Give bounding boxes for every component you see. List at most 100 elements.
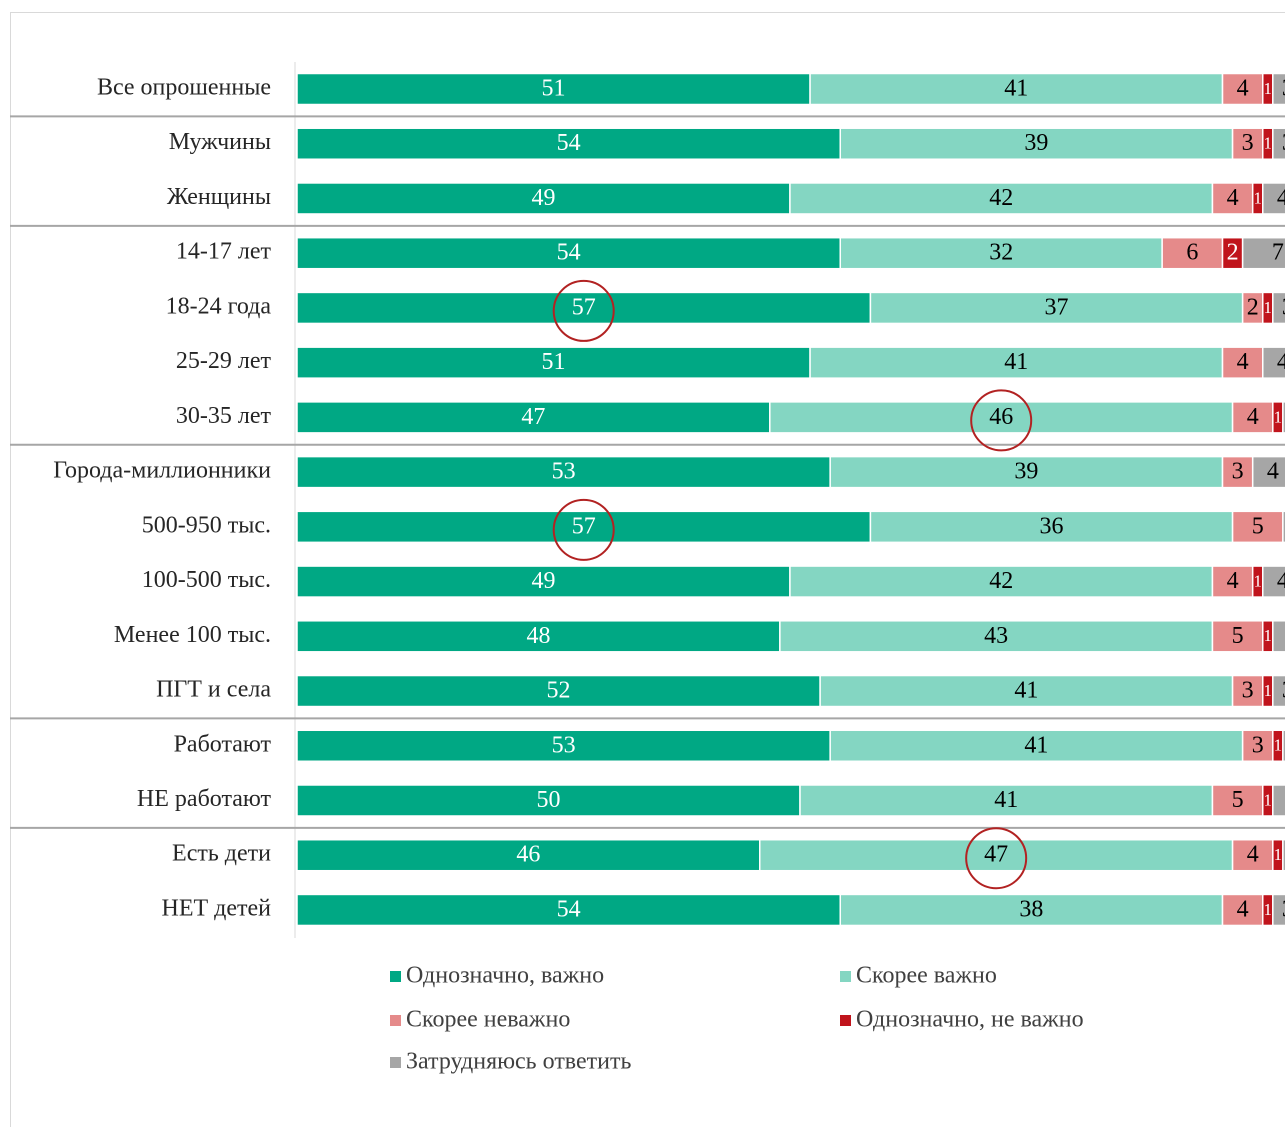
bar-segment bbox=[1262, 565, 1285, 598]
bar-segment bbox=[1231, 127, 1264, 160]
data-label: 5 bbox=[1232, 787, 1244, 813]
highlight-circle bbox=[965, 827, 1028, 890]
data-label: 3 bbox=[1282, 678, 1285, 704]
data-label: 51 bbox=[542, 76, 566, 102]
data-label: 4 bbox=[1277, 349, 1285, 375]
data-label: 4 bbox=[1237, 76, 1249, 102]
legend-label: Однозначно, важно bbox=[406, 963, 604, 989]
bar-segment bbox=[869, 291, 1244, 325]
data-label: 2 bbox=[1247, 294, 1259, 320]
data-label: 7 bbox=[1272, 240, 1284, 266]
bar-segment bbox=[1211, 182, 1254, 215]
legend-swatch bbox=[390, 1015, 401, 1026]
category-label: Женщины bbox=[167, 184, 271, 210]
bar-segment bbox=[296, 565, 791, 598]
category-label: 100-500 тыс. bbox=[142, 567, 271, 593]
data-label: 53 bbox=[552, 459, 576, 485]
bar-segment bbox=[1231, 838, 1274, 872]
bar-segment bbox=[296, 620, 781, 653]
data-label: 42 bbox=[989, 185, 1013, 211]
data-label: 36 bbox=[1040, 513, 1064, 539]
data-label: 4 bbox=[1247, 404, 1259, 430]
bar-segment bbox=[296, 346, 811, 379]
data-label: 5 bbox=[1252, 513, 1264, 539]
category-label: Менее 100 тыс. bbox=[114, 622, 271, 648]
data-label: 1 bbox=[1264, 790, 1273, 809]
data-label: 3 bbox=[1282, 130, 1285, 156]
bar-segment bbox=[296, 510, 872, 544]
data-label: 4 bbox=[1227, 185, 1239, 211]
data-label: 54 bbox=[557, 130, 581, 156]
bar-segment bbox=[1262, 182, 1285, 215]
bar-segment bbox=[1211, 784, 1264, 817]
data-label: 1 bbox=[1274, 736, 1283, 755]
data-label: 41 bbox=[1004, 349, 1028, 375]
bar-segment bbox=[1231, 510, 1284, 544]
bar-segment bbox=[839, 893, 1224, 927]
category-label: 14-17 лет bbox=[176, 239, 272, 265]
bar-segment bbox=[1221, 72, 1264, 106]
category-label: Города-миллионники bbox=[53, 458, 271, 484]
bar-segment bbox=[1221, 893, 1264, 927]
data-label: 3 bbox=[1282, 294, 1285, 320]
data-label: 48 bbox=[526, 623, 550, 649]
category-label: Мужчины bbox=[169, 129, 271, 155]
category-label: 500-950 тыс. bbox=[142, 512, 271, 538]
data-label: 51 bbox=[542, 349, 566, 375]
data-label: 1 bbox=[1253, 571, 1262, 590]
category-label: ПГТ и села bbox=[156, 677, 271, 703]
data-label: 4 bbox=[1227, 568, 1239, 594]
data-label: 1 bbox=[1264, 134, 1273, 153]
data-label: 37 bbox=[1045, 294, 1069, 320]
highlight-circle bbox=[552, 498, 615, 561]
data-label: 41 bbox=[1024, 732, 1048, 758]
bar-segment bbox=[1272, 784, 1285, 817]
bar-segment bbox=[1251, 455, 1285, 489]
legend-swatch bbox=[840, 1015, 851, 1026]
highlight-circle bbox=[552, 279, 615, 342]
category-label: Все опрошенные bbox=[97, 75, 271, 101]
data-label: 54 bbox=[557, 896, 581, 922]
data-label: 39 bbox=[1014, 459, 1038, 485]
data-label: 46 bbox=[989, 404, 1013, 430]
category-label: Работают bbox=[174, 731, 272, 757]
data-label: 1 bbox=[1253, 188, 1262, 207]
bar-segment bbox=[769, 401, 1234, 434]
data-label: 57 bbox=[572, 294, 596, 320]
bar-segment bbox=[1272, 674, 1285, 708]
bar-segment bbox=[296, 729, 831, 763]
category-label: Есть дети bbox=[172, 841, 271, 867]
bar-segment bbox=[296, 182, 791, 215]
data-label: 2 bbox=[1227, 240, 1239, 266]
data-label: 53 bbox=[552, 732, 576, 758]
highlight-circle bbox=[970, 389, 1033, 452]
bar-segment bbox=[809, 346, 1224, 379]
data-label: 1 bbox=[1274, 845, 1283, 864]
data-label: 6 bbox=[1186, 240, 1198, 266]
bar-segment bbox=[1211, 565, 1254, 598]
legend-label: Скорее неважно bbox=[406, 1007, 570, 1033]
data-label: 57 bbox=[572, 513, 596, 539]
data-label: 5 bbox=[1232, 623, 1244, 649]
data-label: 1 bbox=[1274, 407, 1283, 426]
bar-segment bbox=[296, 291, 872, 325]
legend-label: Затрудняюсь ответить bbox=[406, 1049, 631, 1075]
bar-segment bbox=[1272, 620, 1285, 653]
bar-segment bbox=[296, 784, 801, 817]
bar-segment bbox=[1262, 346, 1285, 379]
bar-segment bbox=[1282, 401, 1285, 434]
data-label: 1 bbox=[1264, 298, 1273, 317]
bar-segment bbox=[1221, 455, 1254, 489]
legend-label: Скорее важно bbox=[856, 963, 997, 989]
data-label: 3 bbox=[1252, 732, 1264, 758]
data-label: 47 bbox=[521, 404, 545, 430]
data-label: 50 bbox=[537, 787, 561, 813]
legend-swatch bbox=[840, 971, 851, 982]
data-label: 1 bbox=[1264, 681, 1273, 700]
data-label: 41 bbox=[1014, 678, 1038, 704]
legend-swatch bbox=[390, 1057, 401, 1068]
data-label: 1 bbox=[1264, 626, 1273, 645]
bar-segment bbox=[1272, 291, 1285, 325]
bar-segment bbox=[839, 127, 1234, 160]
data-label: 4 bbox=[1237, 349, 1249, 375]
